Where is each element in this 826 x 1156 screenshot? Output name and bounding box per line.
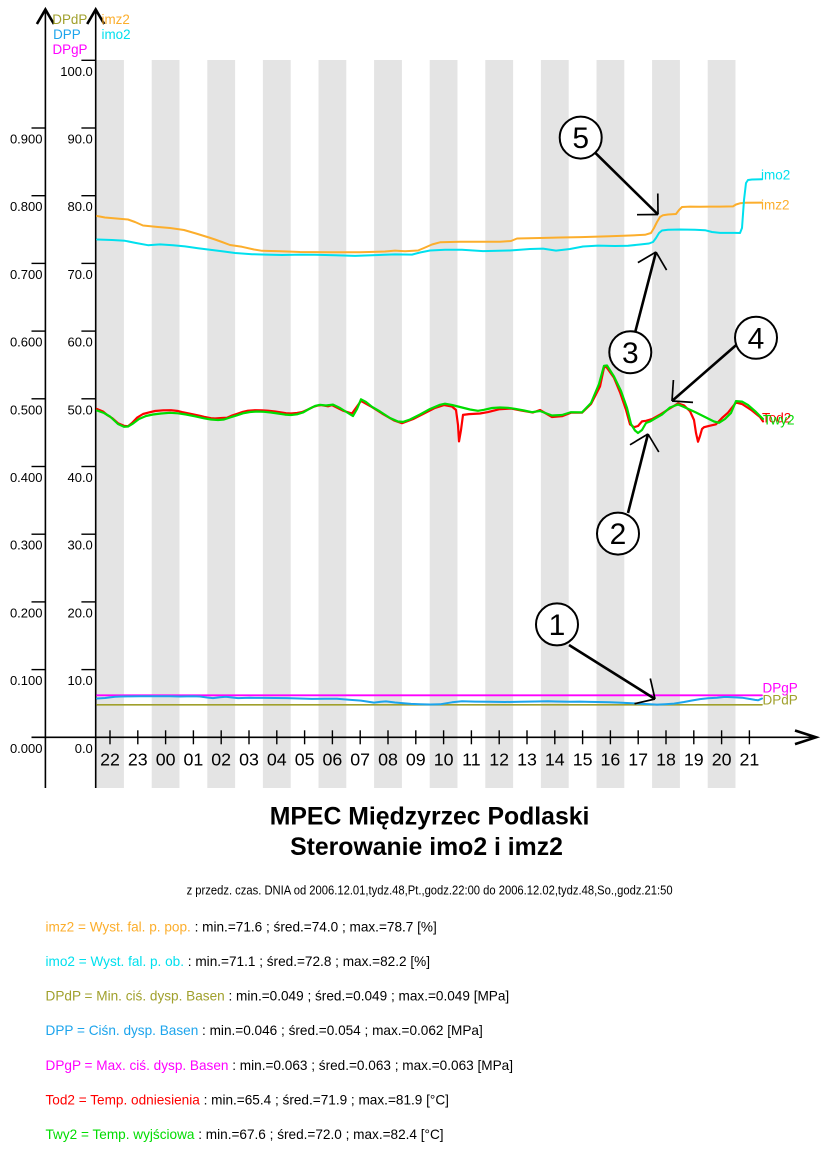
svg-text:DPgP: DPgP <box>53 42 88 57</box>
svg-text:Tod2 = Temp. odniesienia : min: Tod2 = Temp. odniesienia : min.=65.4 ; ś… <box>46 1093 449 1108</box>
svg-text:0.900: 0.900 <box>10 132 43 147</box>
svg-text:16: 16 <box>601 750 621 770</box>
svg-text:1: 1 <box>549 609 566 642</box>
svg-text:90.0: 90.0 <box>67 132 92 147</box>
svg-text:DPdP = Min. ciś. dysp. Basen :: DPdP = Min. ciś. dysp. Basen : min.=0.04… <box>46 989 510 1004</box>
svg-text:2: 2 <box>610 518 627 551</box>
svg-text:04: 04 <box>267 750 287 770</box>
svg-text:imz2: imz2 <box>761 198 790 213</box>
svg-text:imo2: imo2 <box>102 27 131 42</box>
svg-text:09: 09 <box>406 750 426 770</box>
svg-text:21: 21 <box>740 750 760 770</box>
svg-text:11: 11 <box>462 750 481 770</box>
svg-text:z przedz. czas. DNIA od 2006.1: z przedz. czas. DNIA od 2006.12.01,tydz.… <box>187 883 673 898</box>
svg-text:70.0: 70.0 <box>67 267 92 282</box>
svg-text:06: 06 <box>323 750 343 770</box>
svg-text:18: 18 <box>656 750 676 770</box>
svg-text:17: 17 <box>628 750 648 770</box>
svg-text:100.0: 100.0 <box>60 64 93 79</box>
svg-text:0.200: 0.200 <box>10 605 43 620</box>
svg-text:05: 05 <box>295 750 315 770</box>
svg-text:0.500: 0.500 <box>10 402 43 417</box>
svg-text:3: 3 <box>622 337 639 370</box>
svg-text:20: 20 <box>712 750 732 770</box>
svg-text:DPdP: DPdP <box>52 12 87 27</box>
svg-text:Twy2 = Temp. wyjściowa : min.=: Twy2 = Temp. wyjściowa : min.=67.6 ; śre… <box>46 1127 444 1142</box>
svg-text:12: 12 <box>489 750 509 770</box>
svg-text:4: 4 <box>748 322 765 355</box>
svg-text:03: 03 <box>239 750 259 770</box>
svg-text:5: 5 <box>572 122 589 155</box>
svg-text:07: 07 <box>350 750 370 770</box>
svg-text:01: 01 <box>184 750 204 770</box>
svg-text:0.300: 0.300 <box>10 538 43 553</box>
svg-text:0.100: 0.100 <box>10 673 43 688</box>
svg-text:Sterowanie imo2 i imz2: Sterowanie imo2 i imz2 <box>290 834 563 861</box>
svg-text:19: 19 <box>684 750 704 770</box>
svg-text:imz2: imz2 <box>102 12 130 27</box>
svg-text:10: 10 <box>434 750 454 770</box>
svg-text:Twy2: Twy2 <box>763 413 795 428</box>
svg-text:0.700: 0.700 <box>10 267 43 282</box>
svg-text:80.0: 80.0 <box>67 199 92 214</box>
svg-text:DPdP: DPdP <box>763 693 798 708</box>
svg-text:00: 00 <box>156 750 176 770</box>
svg-text:imo2: imo2 <box>761 168 790 183</box>
svg-text:0.000: 0.000 <box>10 741 43 756</box>
svg-text:10.0: 10.0 <box>67 673 92 688</box>
svg-text:40.0: 40.0 <box>67 470 92 485</box>
svg-text:08: 08 <box>378 750 398 770</box>
svg-text:DPgP: DPgP <box>763 681 798 696</box>
svg-text:0.600: 0.600 <box>10 335 43 350</box>
svg-text:Tod2: Tod2 <box>762 411 791 426</box>
svg-text:30.0: 30.0 <box>67 538 92 553</box>
svg-text:02: 02 <box>211 750 231 770</box>
svg-text:0.0: 0.0 <box>75 741 93 756</box>
svg-text:MPEC Międzyrzec Podlaski: MPEC Międzyrzec Podlaski <box>270 804 590 831</box>
svg-text:DPP: DPP <box>53 27 81 42</box>
svg-text:22: 22 <box>100 750 120 770</box>
svg-text:20.0: 20.0 <box>67 605 92 620</box>
svg-text:15: 15 <box>573 750 593 770</box>
svg-text:0.400: 0.400 <box>10 470 43 485</box>
svg-text:60.0: 60.0 <box>67 335 92 350</box>
svg-text:50.0: 50.0 <box>67 402 92 417</box>
svg-text:13: 13 <box>517 750 537 770</box>
svg-text:imo2 = Wyst. fal. p. ob. : min: imo2 = Wyst. fal. p. ob. : min.=71.1 ; ś… <box>46 954 430 969</box>
svg-text:DPP = Ciśn. dysp. Basen : min.: DPP = Ciśn. dysp. Basen : min.=0.046 ; ś… <box>46 1023 483 1038</box>
svg-text:imz2 = Wyst. fal. p. pop. : mi: imz2 = Wyst. fal. p. pop. : min.=71.6 ; … <box>46 919 437 934</box>
svg-text:14: 14 <box>545 750 565 770</box>
svg-text:23: 23 <box>128 750 148 770</box>
svg-text:DPgP = Max. ciś. dysp. Basen :: DPgP = Max. ciś. dysp. Basen : min.=0.06… <box>46 1058 513 1073</box>
svg-text:0.800: 0.800 <box>10 199 43 214</box>
